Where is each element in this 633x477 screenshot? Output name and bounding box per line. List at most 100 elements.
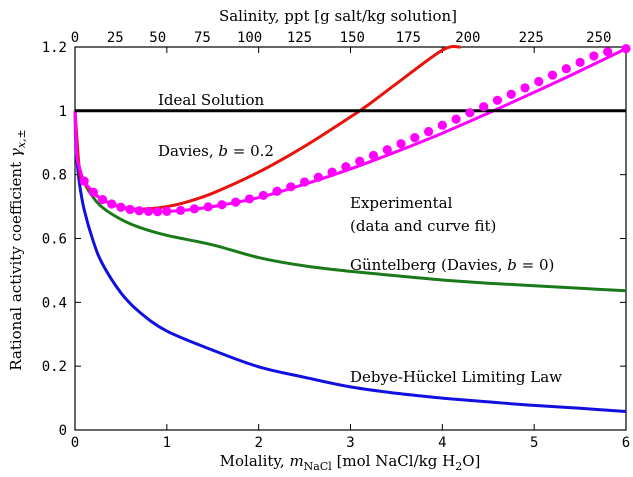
top-axis-tick-label: 200	[455, 30, 480, 46]
experimental-data-point	[621, 43, 631, 54]
x-axis-title-suffix-sub: 2	[455, 460, 462, 472]
y-axis-title-prefix: Rational activity coefficient	[7, 157, 25, 371]
annotation-debye-huckel: Debye-Hückel Limiting Law	[350, 368, 562, 386]
top-axis-title: Salinity, ppt [g salt/kg solution]	[219, 7, 457, 25]
top-axis-tick-label: 250	[586, 30, 611, 46]
experimental-data-point	[313, 172, 323, 182]
experimental-data-point	[97, 194, 108, 205]
top-axis-tick-label: 225	[519, 30, 544, 46]
annotation-experimental-line2: (data and curve fit)	[350, 217, 496, 235]
top-axis-tick-label: 25	[107, 30, 124, 46]
annotation-davies-value: = 0.2	[228, 142, 274, 160]
x-tick-label: 2	[254, 435, 262, 451]
experimental-data-point	[437, 120, 447, 130]
experimental-data-point	[125, 204, 135, 215]
x-axis-title-prefix: Molality,	[220, 452, 290, 470]
top-axis-ticks: 0 25 50 75 100 125 150 175 200 225 250	[71, 30, 612, 46]
experimental-data-point	[341, 162, 351, 172]
x-tick-label: 3	[346, 435, 354, 451]
experimental-data-point	[479, 102, 489, 112]
y-tick-label: 0.4	[42, 295, 67, 311]
y-tick-label: 1	[59, 104, 67, 120]
experimental-data-point	[396, 139, 406, 149]
experimental-data-point	[520, 83, 530, 93]
series-line-debye-huckel	[73, 110, 627, 413]
annotation-experimental-line1: Experimental	[350, 194, 453, 212]
x-axis-title-suffix-a: [mol NaCl/kg H	[332, 452, 455, 470]
experimental-data-point	[589, 51, 599, 61]
top-axis-tick-label: 150	[340, 30, 365, 46]
annotation-davies: Davies, b = 0.2	[158, 142, 274, 160]
x-tick-label: 6	[622, 435, 630, 451]
annotation-guntelberg-var: b	[507, 256, 517, 274]
top-axis-tick-label: 100	[237, 30, 262, 46]
x-tick-label: 1	[163, 435, 171, 451]
experimental-data-point	[189, 204, 199, 214]
annotation-davies-var: b	[218, 142, 228, 160]
experimental-data-point	[162, 206, 172, 216]
experimental-data-point	[143, 206, 154, 216]
top-axis-tick-label: 75	[194, 30, 211, 46]
annotation-ideal-solution: Ideal Solution	[158, 91, 265, 109]
x-axis-title-suffix-b: O]	[462, 452, 480, 470]
experimental-data-point	[382, 145, 392, 155]
y-tick-label: 1.2	[42, 40, 67, 56]
x-axis-title-sub: NaCl	[304, 460, 333, 472]
experimental-data-point	[244, 194, 255, 204]
experimental-data-point	[603, 47, 613, 57]
x-axis-ticks: 0 1 2 3 4 5 6	[71, 47, 630, 451]
experimental-data-point	[575, 57, 585, 67]
y-tick-label: 0.8	[42, 168, 67, 184]
y-tick-label: 0.6	[42, 232, 67, 248]
experimental-data-point	[368, 150, 379, 161]
experimental-data-point	[231, 197, 241, 207]
experimental-data-point	[107, 199, 117, 209]
x-axis-title-var: m	[289, 452, 303, 470]
series-line-davies	[73, 45, 461, 211]
annotation-guntelberg-value: = 0)	[517, 256, 555, 274]
experimental-data-point	[547, 70, 558, 80]
experimental-data-point	[79, 176, 89, 186]
experimental-data-point	[506, 89, 516, 99]
series-line-experimental	[73, 47, 627, 214]
experimental-data-point	[116, 202, 126, 212]
experimental-data-point	[134, 206, 144, 216]
top-axis-tick-label: 125	[287, 30, 312, 46]
experimental-data-point	[534, 76, 544, 87]
y-axis-title-sub: x,±	[15, 129, 28, 148]
experimental-data-point	[153, 207, 163, 217]
x-tick-label: 4	[438, 435, 446, 451]
experimental-data-point	[299, 177, 310, 187]
y-axis-title-var: γ	[7, 148, 25, 157]
experimental-data-point	[286, 182, 296, 192]
x-tick-label: 0	[71, 435, 79, 451]
experimental-data-point	[176, 205, 186, 216]
top-axis-tick-label: 175	[396, 30, 421, 46]
y-axis-ticks: 0 0.2 0.4 0.6 0.8 1 1.2	[42, 40, 626, 439]
top-axis-tick-label: 0	[71, 30, 79, 46]
x-tick-label: 5	[530, 435, 538, 451]
experimental-data-point	[203, 202, 213, 212]
experimental-data-point	[492, 95, 503, 105]
experimental-data-point	[465, 108, 475, 118]
annotation-davies-prefix: Davies,	[158, 142, 218, 160]
experimental-data-point	[561, 64, 571, 74]
top-axis-tick-label: 50	[149, 30, 166, 46]
experimental-markers	[79, 43, 631, 217]
experimental-data-point	[327, 167, 337, 177]
annotation-guntelberg-prefix: Güntelberg (Davies,	[350, 256, 507, 274]
experimental-data-point	[272, 186, 282, 196]
experimental-data-point	[451, 114, 461, 124]
y-tick-label: 0.2	[42, 359, 67, 375]
x-axis-title: Molality, mNaCl [mol NaCl/kg H2O]	[220, 452, 481, 472]
experimental-data-point	[88, 187, 98, 197]
experimental-data-point	[410, 133, 420, 143]
y-axis-title: Rational activity coefficient γx,±	[7, 129, 28, 371]
experimental-data-point	[217, 200, 227, 210]
y-tick-label: 0	[59, 423, 67, 439]
experimental-data-point	[355, 156, 365, 166]
experimental-data-point	[423, 126, 434, 137]
annotation-guntelberg: Güntelberg (Davies, b = 0)	[350, 256, 554, 274]
